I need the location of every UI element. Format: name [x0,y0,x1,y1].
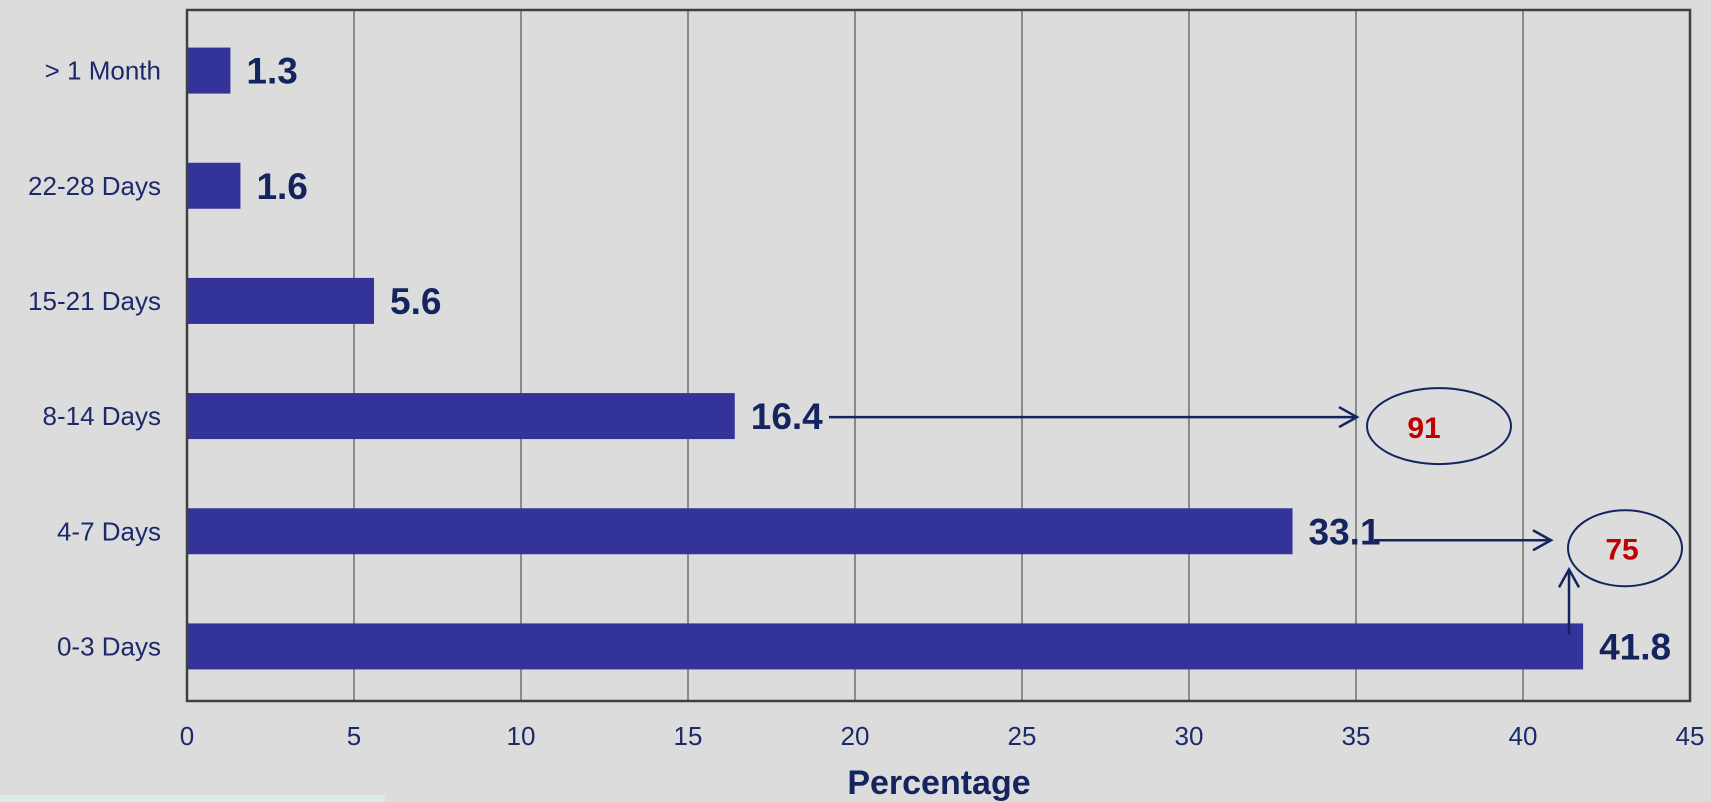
callout-ellipse [1567,509,1683,588]
value-labels: 1.3 1.6 5.6 16.4 33.1 41.8 [246,51,1671,668]
category-label: 4-7 Days [57,516,161,546]
x-tick-label: 0 [180,721,194,751]
callout-value: 75 [1605,533,1638,566]
category-label: 22-28 Days [28,171,161,201]
tick-labels: 0 5 10 15 20 25 30 35 40 45 [180,721,1705,751]
category-label: 0-3 Days [57,631,161,661]
x-tick-label: 10 [507,721,536,751]
bar [187,623,1584,670]
data-label: 16.4 [751,396,823,437]
category-labels: > 1 Month 22-28 Days 15-21 Days 8-14 Days 4-… [28,56,161,662]
bar [187,47,231,94]
callout-value: 91 [1407,412,1440,445]
x-tick-label: 5 [347,721,361,751]
arrowhead [1557,566,1581,589]
category-label: 8-14 Days [43,401,162,431]
data-label: 1.3 [246,51,297,92]
bar [187,393,735,440]
data-label: 41.8 [1599,626,1671,667]
x-tick-label: 25 [1008,721,1037,751]
x-axis-title: Percentage [847,764,1030,802]
x-tick-label: 40 [1509,721,1538,751]
data-label: 1.6 [256,166,307,207]
x-tick-label: 30 [1175,721,1204,751]
arrowhead [1338,405,1360,429]
bar [187,508,1293,555]
x-tick-label: 35 [1342,721,1371,751]
x-tick-label: 45 [1676,721,1705,751]
bar [187,162,241,209]
category-label: > 1 Month [45,56,161,86]
data-label: 33.1 [1309,511,1381,552]
x-tick-label: 15 [674,721,703,751]
arrowhead [1532,529,1554,552]
axes [185,8,1692,703]
bar [187,277,375,324]
bars [187,47,1584,670]
annotations: 91 75 [829,387,1683,635]
plot-border [185,8,1692,703]
category-label: 15-21 Days [28,286,161,316]
bottom-strip [0,795,385,802]
callout-ellipse [1366,387,1512,466]
data-label: 5.6 [390,281,441,322]
x-tick-label: 20 [841,721,870,751]
